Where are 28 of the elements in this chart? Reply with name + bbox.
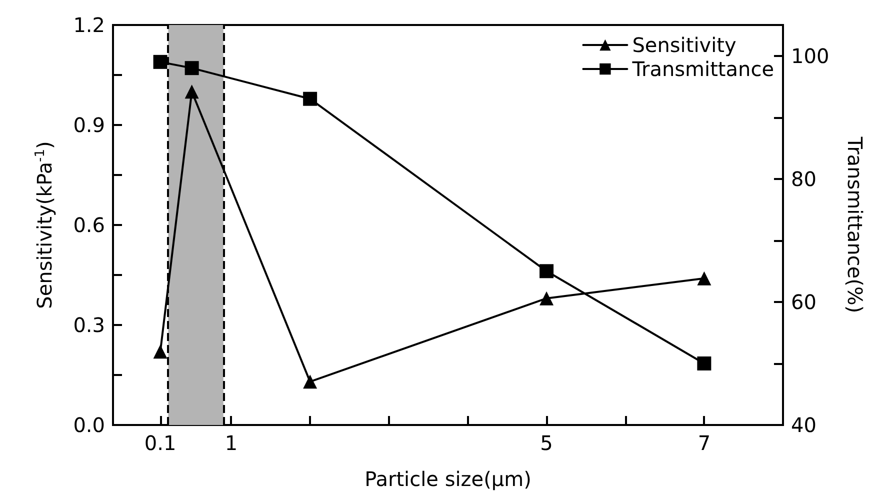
x-tick-label: 7 xyxy=(698,431,711,455)
y2-tick-label: 60 xyxy=(791,290,816,314)
legend-label: Sensitivity xyxy=(632,33,736,57)
point xyxy=(153,54,168,69)
point xyxy=(153,344,168,359)
y2-tick-label: 40 xyxy=(791,413,816,437)
y-tick-label: 0.3 xyxy=(73,313,105,337)
x-axis-title: Particle size(μm) xyxy=(364,467,532,491)
point xyxy=(540,291,554,306)
point xyxy=(697,356,712,370)
point xyxy=(697,271,712,286)
point xyxy=(184,61,199,76)
x-tick-label: 0.1 xyxy=(144,431,176,455)
point xyxy=(540,264,554,278)
y2-axis-title: Transmittance(%) xyxy=(843,136,867,314)
x-tick-label: 1 xyxy=(224,431,238,455)
point xyxy=(303,374,318,389)
x-tick-label: 5 xyxy=(540,431,553,455)
y2-tick-label: 100 xyxy=(791,44,830,68)
y-tick-label: 1.2 xyxy=(73,13,105,37)
y-tick-label: 0.0 xyxy=(73,413,105,437)
legend-label: Transmittance xyxy=(631,57,774,81)
point xyxy=(303,92,318,106)
y2-tick-label: 80 xyxy=(791,166,816,191)
y-axis-title: Sensitivity(kPa-1) xyxy=(32,141,56,309)
y-tick-label: 0.9 xyxy=(73,113,105,137)
y-tick-label: 0.6 xyxy=(73,213,105,237)
point xyxy=(184,84,199,99)
